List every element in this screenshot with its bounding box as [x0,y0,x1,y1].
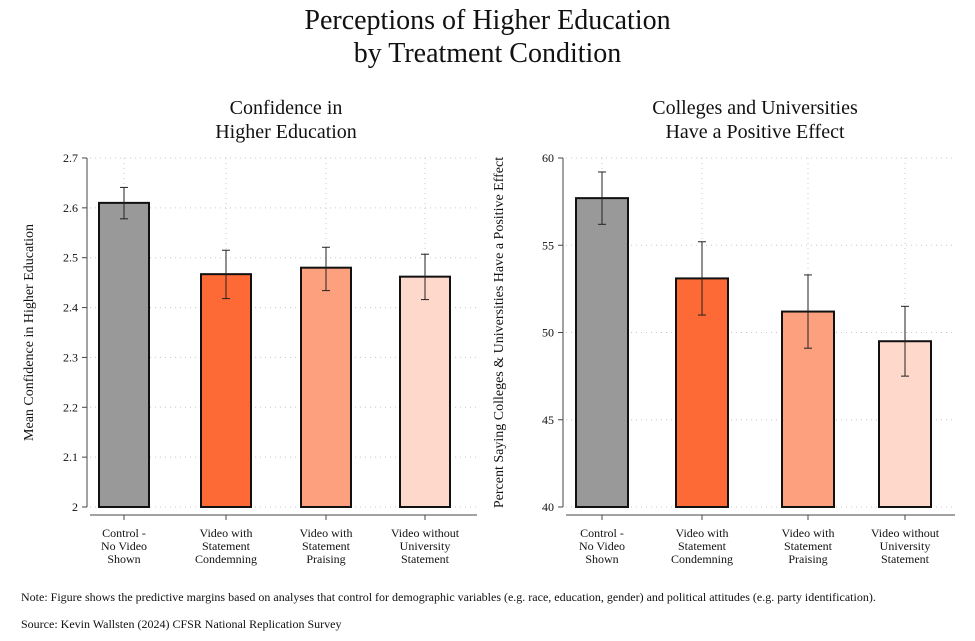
y-tick-label: 2.6 [63,201,78,215]
x-tick-label: Video with [676,526,729,540]
x-tick-label: No Video [579,539,625,553]
x-tick-label: Statement [202,539,251,553]
source-note: Source: Kevin Wallsten (2024) CFSR Natio… [21,617,342,631]
y-tick-label: 2.7 [63,151,78,165]
y-tick-label: 60 [542,151,554,165]
bar [200,273,252,508]
panel-title-line: Higher Education [215,121,357,143]
y-tick-label: 2.2 [63,400,78,414]
bar [781,310,835,508]
x-tick-label: Video with [300,526,353,540]
y-tick-label: 2.3 [63,350,78,364]
x-tick-label: University [400,539,451,553]
y-tick-label: 50 [542,326,554,340]
x-tick-label: Video with [782,526,835,540]
x-tick-label: Control - [102,526,146,540]
y-tick-label: 2 [72,500,78,514]
x-tick-label: University [880,539,931,553]
x-tick-label: Shown [107,552,140,566]
y-tick-label: 55 [542,238,554,252]
panel-title-line: Colleges and Universities [652,97,858,119]
y-axis-label: Percent Saying Colleges & Universities H… [492,157,507,508]
bar [98,201,150,508]
panel-title-line: Have a Positive Effect [665,121,844,143]
y-tick-label: 2.5 [63,251,78,265]
x-tick-label: Shown [585,552,618,566]
x-tick-label: Praising [788,552,827,566]
x-tick-label: Video with [200,526,253,540]
bar [300,266,352,508]
y-tick-label: 45 [542,413,554,427]
x-tick-label: Control - [580,526,624,540]
x-tick-label: Condemning [671,552,733,566]
x-tick-label: No Video [101,539,147,553]
y-tick-label: 2.4 [63,301,78,315]
x-tick-label: Video without [391,526,460,540]
x-tick-label: Statement [784,539,833,553]
x-tick-label: Video without [871,526,940,540]
x-tick-label: Statement [401,552,450,566]
footnote: Note: Figure shows the predictive margin… [21,590,876,604]
x-tick-label: Praising [306,552,345,566]
x-tick-label: Statement [302,539,351,553]
bar [575,197,629,508]
main-title: Perceptions of Higher Education by Treat… [0,4,975,70]
x-tick-label: Condemning [195,552,257,566]
x-tick-label: Statement [678,539,727,553]
main-title-line-1: Perceptions of Higher Education [304,5,671,36]
y-tick-label: 2.1 [63,450,78,464]
x-tick-label: Statement [881,552,930,566]
main-title-line-2: by Treatment Condition [353,38,622,69]
bar [399,275,451,508]
y-axis-label: Mean Confidence in Higher Education [22,224,37,441]
y-tick-label: 40 [542,500,554,514]
panel-title-line: Confidence in [230,97,343,119]
